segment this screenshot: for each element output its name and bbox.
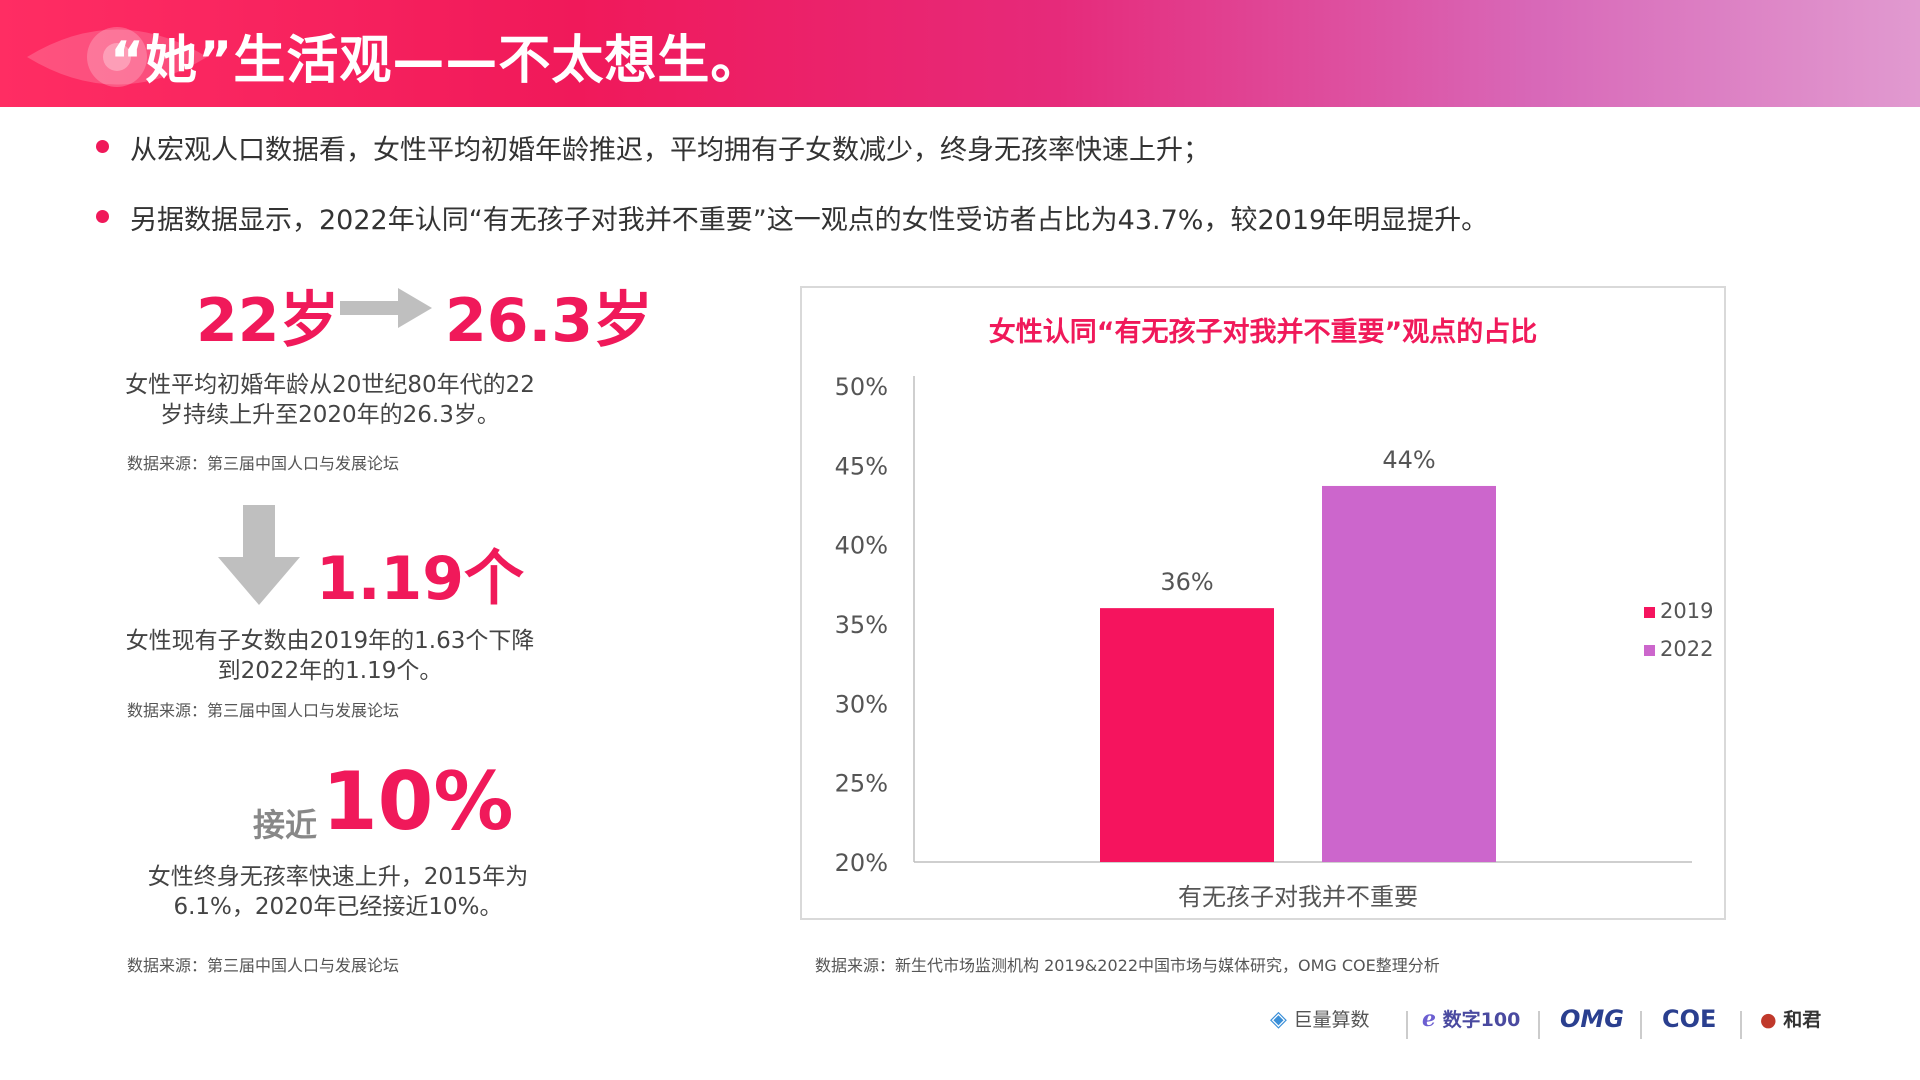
marriage-desc: 女性平均初婚年龄从20世纪80年代的22岁持续上升至2020年的26.3岁。 (125, 372, 535, 428)
children-count: 1.19个 (316, 544, 525, 614)
marriage-age-to: 26.3岁 (445, 286, 654, 356)
y-tick-label: 20% (835, 849, 888, 877)
logo-shuzi100: ℯ 数字100 (1422, 1007, 1521, 1032)
logo-juliang: ◈ 巨量算数 (1270, 1007, 1370, 1032)
chart-panel: 女性认同“有无孩子对我并不重要”观点的占比 20% 25% 30% 35% 40% 45% 5… (800, 286, 1726, 920)
bullet-text: 从宏观人口数据看，女性平均初婚年龄推迟，平均拥有子女数减少，终身无孩率快速上升； (130, 135, 1210, 166)
y-tick-label: 30% (835, 690, 888, 718)
childless-desc: 女性终身无孩率快速上升，2015年为6.1%，2020年已经接近10%。 (147, 864, 529, 920)
legend-swatch (1644, 607, 1655, 618)
logo-omg: OMG (1560, 1005, 1624, 1033)
bullet-dot (96, 140, 109, 153)
childless-prefix: 接近 (253, 806, 318, 844)
chart-title: 女性认同“有无孩子对我并不重要”观点的占比 (989, 316, 1538, 348)
legend-swatch (1644, 645, 1655, 656)
y-tick-label: 50% (835, 373, 888, 401)
logo-separator (1406, 1011, 1408, 1039)
data-label: 36% (1160, 568, 1213, 596)
marriage-age-from: 22岁 (196, 286, 340, 356)
children-desc: 女性现有子女数由2019年的1.63个下降到2022年的1.19个。 (125, 628, 535, 684)
bullet-dot (96, 210, 109, 223)
y-tick-label: 45% (835, 452, 888, 480)
legend-label: 2022 (1660, 637, 1713, 661)
childless-source: 数据来源：第三届中国人口与发展论坛 (127, 956, 400, 975)
chart-source: 数据来源：新生代市场监测机构 2019&2022中国市场与媒体研究，OMG CO… (815, 956, 1440, 975)
header-banner: “她”生活观——不太想生。 (0, 0, 1920, 107)
x-category-label: 有无孩子对我并不重要 (1178, 883, 1418, 911)
y-tick-label: 25% (835, 770, 888, 798)
marriage-source: 数据来源：第三届中国人口与发展论坛 (127, 454, 400, 473)
bullet-text: 另据数据显示，2022年认同“有无孩子对我并不重要”这一观点的女性受访者占比为4… (130, 205, 1489, 236)
eye-icon (27, 27, 207, 87)
legend-label: 2019 (1660, 599, 1713, 623)
logo-coe: COE (1662, 1005, 1717, 1033)
page-title: “她”生活观——不太想生。 (110, 31, 764, 91)
logo-hejun: ● 和君 (1760, 1009, 1822, 1031)
bar-2019 (1100, 608, 1274, 862)
arrow-right-icon (340, 288, 432, 328)
bar-chart: 女性认同“有无孩子对我并不重要”观点的占比 20% 25% 30% 35% 40% 45% 5… (835, 316, 1714, 911)
data-label: 44% (1382, 446, 1435, 474)
logo-separator (1740, 1011, 1742, 1039)
children-source: 数据来源：第三届中国人口与发展论坛 (127, 701, 400, 720)
y-tick-label: 40% (835, 532, 888, 560)
logo-separator (1538, 1011, 1540, 1039)
bar-2022 (1322, 485, 1496, 862)
arrow-down-icon (218, 505, 300, 605)
logo-separator (1640, 1011, 1642, 1039)
childless-rate: 10% (322, 755, 514, 848)
y-tick-label: 35% (835, 611, 888, 639)
